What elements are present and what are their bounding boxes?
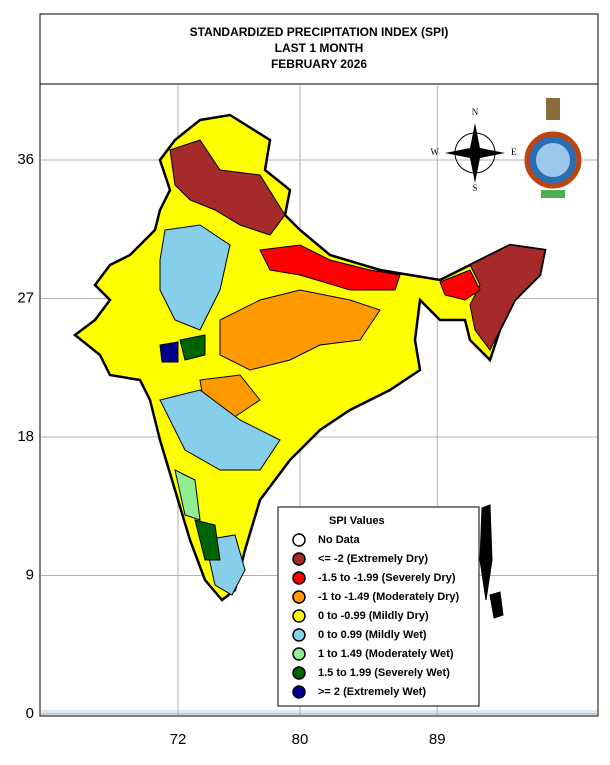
y-tick-label: 9 xyxy=(26,566,34,583)
legend-swatch xyxy=(292,571,306,585)
legend-swatch xyxy=(292,685,306,699)
legend-label: >= 2 (Extremely Wet) xyxy=(318,686,426,698)
legend-label: 0 to -0.99 (Mildly Dry) xyxy=(318,610,429,622)
region-wet-extreme xyxy=(159,341,179,363)
x-tick-label: 89 xyxy=(429,731,446,748)
compass-n: N xyxy=(472,107,479,117)
legend-swatch xyxy=(292,609,306,623)
logo-ribbon xyxy=(541,190,565,198)
legend-label: -1 to -1.49 (Moderately Dry) xyxy=(318,591,460,603)
x-tick-label: 80 xyxy=(292,731,309,748)
compass: N E S W xyxy=(431,107,518,193)
legend-swatch xyxy=(292,590,306,604)
islands-east xyxy=(479,504,493,601)
title-box xyxy=(39,13,599,85)
region-wet-mild-2 xyxy=(159,389,281,471)
legend-label: 1.5 to 1.99 (Severely Wet) xyxy=(318,667,450,679)
compass-e: E xyxy=(511,147,517,157)
legend-swatch xyxy=(292,628,306,642)
compass-star xyxy=(445,123,505,183)
x-tick-label: 72 xyxy=(170,731,187,748)
sea-strip xyxy=(41,710,597,715)
legend-swatch xyxy=(292,533,306,547)
region-dry-severe xyxy=(259,244,401,291)
region-wet-mild xyxy=(159,224,231,331)
y-tick-label: 36 xyxy=(17,151,34,168)
compass-w: W xyxy=(431,147,440,157)
legend-label: No Data xyxy=(318,534,360,546)
legend-label: 1 to 1.49 (Moderately Wet) xyxy=(318,648,454,660)
region-wet-moderate xyxy=(174,469,201,521)
region-ne xyxy=(469,244,546,351)
region-ne-red xyxy=(439,269,481,301)
title-line: FEBRUARY 2026 xyxy=(271,57,367,71)
legend-title: SPI Values xyxy=(329,515,385,527)
compass-s: S xyxy=(472,183,477,193)
y-tick-label: 0 xyxy=(26,705,34,722)
legend-swatch xyxy=(292,666,306,680)
india-map xyxy=(72,113,547,619)
region-wet-severe-2 xyxy=(194,519,221,561)
region-wet-severe xyxy=(179,334,206,361)
legend-label: 0 to 0.99 (Mildly Wet) xyxy=(318,629,427,641)
legend-label: -1.5 to -1.99 (Severely Dry) xyxy=(318,572,456,584)
legend-swatch xyxy=(292,552,306,566)
legend-box xyxy=(277,506,480,707)
islands-east-2 xyxy=(489,591,504,619)
legend-label: <= -2 (Extremely Dry) xyxy=(318,553,428,565)
y-tick-label: 27 xyxy=(17,289,34,306)
title-line: STANDARDIZED PRECIPITATION INDEX (SPI) xyxy=(190,25,449,39)
region-dry-extreme xyxy=(169,139,286,236)
logo xyxy=(524,98,582,198)
region-dry-moderate xyxy=(219,289,381,371)
emblem xyxy=(546,98,560,120)
y-tick-label: 18 xyxy=(17,428,34,445)
logo-inner xyxy=(536,143,570,177)
legend-swatch xyxy=(292,647,306,661)
title-line: LAST 1 MONTH xyxy=(275,41,364,55)
